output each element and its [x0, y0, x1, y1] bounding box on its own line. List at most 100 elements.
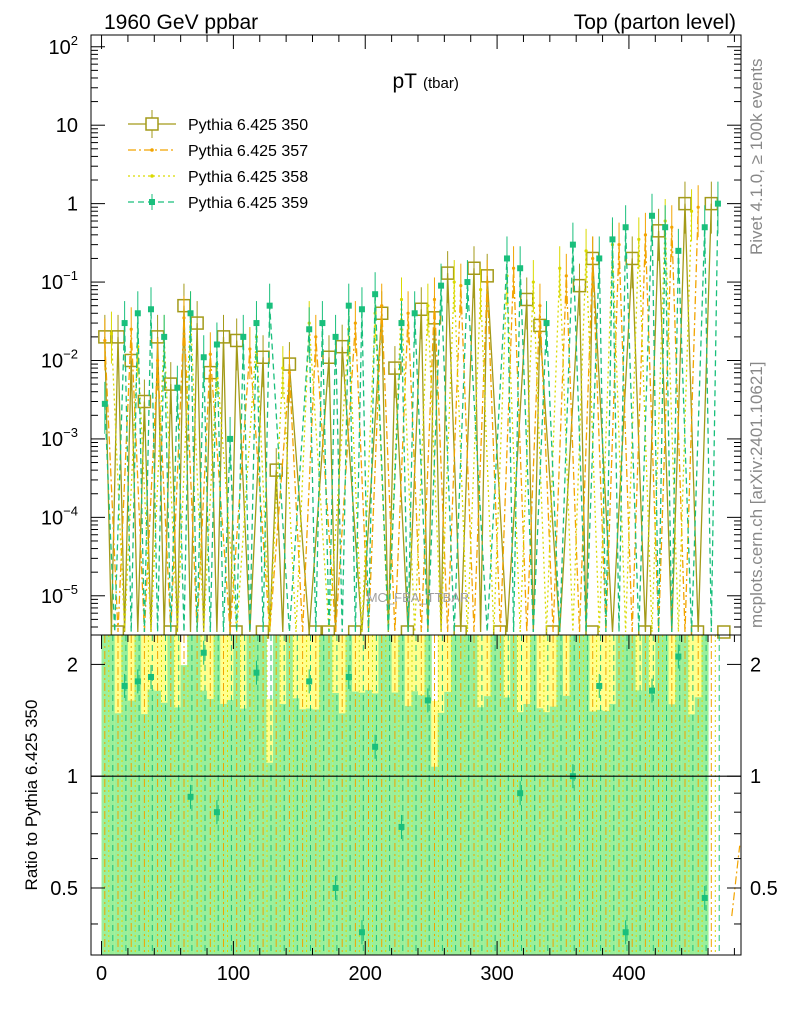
ratio-band-inner [345, 635, 353, 955]
data-point [617, 243, 621, 247]
series-4 [101, 181, 721, 633]
data-point [306, 326, 313, 333]
data-point [485, 280, 489, 284]
ratio-band-inner [694, 697, 702, 955]
ratio-panel: 0.5 0.5 1 1 2 2 0 100 200 300 400 Ratio to Pythia… [22, 35, 778, 985]
legend-label: Pythia 6.425 357 [188, 143, 308, 160]
y-tick-label: 10−4 [41, 503, 78, 529]
ratio-band-inner [253, 635, 261, 955]
data-point [689, 209, 694, 213]
data-point [643, 233, 648, 237]
data-point [134, 310, 141, 317]
ratio-band-inner [424, 635, 432, 955]
y-tick-label: 10−1 [41, 268, 78, 294]
ratio-point [147, 673, 154, 680]
header-energy: 1960 GeV ppbar [104, 11, 258, 34]
data-point [353, 321, 357, 325]
data-point [137, 394, 152, 409]
ratio-band-inner [305, 708, 314, 955]
ratio-point [622, 929, 629, 936]
data-point [358, 306, 365, 313]
legend-label: Pythia 6.425 358 [188, 169, 308, 186]
ratio-band-inner [464, 635, 472, 955]
data-point [662, 224, 669, 231]
series-2 [103, 185, 700, 633]
data-point [459, 284, 463, 288]
data-point [266, 302, 273, 309]
data-point [319, 320, 326, 327]
data-point [121, 320, 128, 327]
legend-marker [150, 174, 154, 178]
x-tick-label: 0 [96, 963, 107, 985]
x-tick-label: 100 [217, 963, 250, 985]
data-point [558, 266, 562, 270]
data-point [155, 358, 160, 363]
data-point [717, 625, 731, 639]
legend-marker [145, 117, 159, 131]
data-point [281, 366, 285, 370]
ratio-band-inner [582, 635, 590, 955]
legend-item: Pythia 6.425 357 [128, 143, 308, 160]
data-point [335, 339, 349, 354]
y-tick-label: 1 [67, 194, 78, 216]
data-point [399, 297, 404, 302]
data-point [572, 278, 587, 293]
ratio-series-line [104, 635, 712, 955]
ratio-band-inner [483, 696, 491, 955]
ratio-point [701, 894, 708, 901]
ratio-y-label: Ratio to Pythia 6.425 350 [22, 700, 41, 891]
x-axis: 0 100 200 300 400 [96, 35, 735, 985]
data-point [467, 261, 481, 275]
legend-item: Pythia 6.425 358 [128, 169, 308, 186]
data-point [332, 333, 339, 340]
rivet-label: Rivet 4.1.0, ≥ 100k events [747, 59, 766, 255]
ratio-band-inner [569, 635, 577, 955]
ratio-band-inner [200, 690, 208, 955]
ratio-point [200, 649, 207, 656]
data-point [103, 338, 107, 343]
ratio-frame [90, 634, 742, 956]
ratio-band-inner [160, 702, 168, 955]
ratio-band-inner [556, 635, 564, 955]
ratio-band-inner [239, 708, 248, 955]
ratio-point [372, 743, 379, 750]
data-point [322, 350, 336, 364]
data-point [714, 200, 721, 207]
data-point [503, 255, 510, 262]
data-point [432, 297, 437, 302]
data-point [464, 279, 471, 286]
data-point [596, 255, 603, 262]
series-line [104, 203, 719, 633]
ratio-band-inner [398, 635, 406, 955]
ratio-band-inner [108, 635, 116, 955]
ratio-band-inner [411, 691, 419, 955]
ratio-band-inner [490, 635, 498, 955]
data-point [147, 306, 154, 313]
data-point [227, 435, 234, 442]
main-panel: 10−5 10−4 10−3 10−2 10−1 1 10 102 pT (tbar) MC_… [41, 33, 742, 639]
x-tick-label: 400 [612, 963, 645, 985]
legend-marker [149, 199, 155, 205]
data-point [649, 212, 656, 219]
data-point [388, 361, 402, 375]
data-point [538, 304, 542, 308]
ratio-band-inner [226, 700, 234, 955]
ratio-point [398, 823, 405, 830]
plot-title-sub: (tbar) [423, 75, 459, 92]
data-point [696, 205, 700, 209]
ratio-band-inner [675, 635, 683, 955]
y-tick-label: 10 [56, 115, 78, 137]
analysis-watermark: MC_FBA_TTBAR [367, 590, 470, 605]
ratio-band-inner [180, 665, 188, 955]
data-point [670, 225, 674, 229]
mcplots-label: mcplots.cern.ch [arXiv:2401.10621] [747, 362, 766, 628]
data-point [678, 196, 692, 211]
ratio-band-inner [332, 693, 340, 955]
ratio-band-inner [635, 690, 643, 955]
ratio-band-inner [134, 635, 142, 955]
ratio-tick-label-left: 1 [67, 766, 78, 788]
data-point [200, 354, 207, 361]
data-point [411, 310, 418, 317]
ratio-tail [731, 845, 741, 917]
ratio-band-inner [266, 762, 274, 955]
